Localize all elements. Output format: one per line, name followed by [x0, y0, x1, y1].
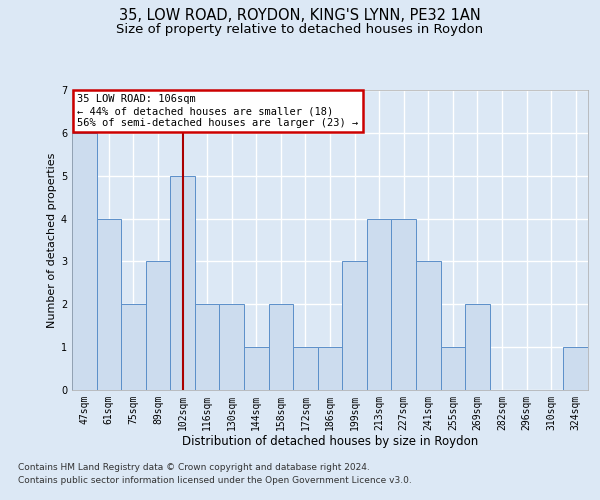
- Bar: [170, 176, 195, 390]
- Bar: [195, 304, 220, 390]
- Bar: [563, 347, 588, 390]
- Bar: [269, 304, 293, 390]
- Bar: [121, 304, 146, 390]
- Text: Contains HM Land Registry data © Crown copyright and database right 2024.: Contains HM Land Registry data © Crown c…: [18, 464, 370, 472]
- Bar: [318, 347, 342, 390]
- Text: 35, LOW ROAD, ROYDON, KING'S LYNN, PE32 1AN: 35, LOW ROAD, ROYDON, KING'S LYNN, PE32 …: [119, 8, 481, 22]
- Bar: [391, 218, 416, 390]
- Bar: [416, 262, 440, 390]
- Bar: [244, 347, 269, 390]
- Bar: [342, 262, 367, 390]
- Bar: [367, 218, 391, 390]
- Bar: [72, 133, 97, 390]
- Y-axis label: Number of detached properties: Number of detached properties: [47, 152, 57, 328]
- Text: Contains public sector information licensed under the Open Government Licence v3: Contains public sector information licen…: [18, 476, 412, 485]
- Text: Size of property relative to detached houses in Roydon: Size of property relative to detached ho…: [116, 22, 484, 36]
- Text: 35 LOW ROAD: 106sqm
← 44% of detached houses are smaller (18)
56% of semi-detach: 35 LOW ROAD: 106sqm ← 44% of detached ho…: [77, 94, 358, 128]
- Bar: [220, 304, 244, 390]
- Bar: [465, 304, 490, 390]
- Bar: [97, 218, 121, 390]
- Bar: [293, 347, 318, 390]
- Bar: [440, 347, 465, 390]
- Bar: [146, 262, 170, 390]
- Text: Distribution of detached houses by size in Roydon: Distribution of detached houses by size …: [182, 435, 478, 448]
